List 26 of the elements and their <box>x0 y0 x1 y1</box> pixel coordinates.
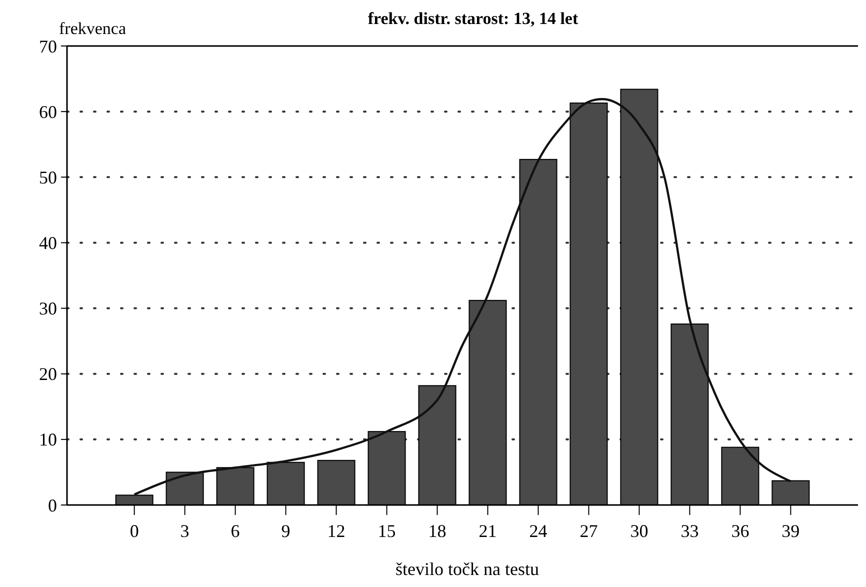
x-tick-label: 33 <box>680 521 699 541</box>
x-tick-label: 24 <box>529 521 548 541</box>
y-tick-label: 0 <box>48 495 57 516</box>
line-series <box>133 98 792 496</box>
x-tick-label: 6 <box>230 521 240 541</box>
x-tick-label: 30 <box>630 521 648 541</box>
x-tick-label: 36 <box>731 521 750 541</box>
x-tick-label: 9 <box>281 521 290 541</box>
y-tick-label: 10 <box>39 430 57 450</box>
chart-title: frekv. distr. starost: 13, 14 let <box>368 9 578 28</box>
x-tick-label: 39 <box>782 521 800 541</box>
y-tick-label: 20 <box>39 364 57 384</box>
x-tick-label: 18 <box>428 521 446 541</box>
x-tick-label: 12 <box>327 521 346 541</box>
x-tick-label: 15 <box>378 521 396 541</box>
y-tick-label: 60 <box>39 102 57 122</box>
x-tick-label: 3 <box>180 521 190 541</box>
y-axis-title: frekvenca <box>59 19 126 38</box>
y-tick-label: 30 <box>39 298 57 319</box>
y-tick-label: 50 <box>39 167 57 188</box>
y-tick-label: 40 <box>39 233 57 254</box>
x-tick-label: 0 <box>130 521 139 541</box>
x-tick-label: 21 <box>478 521 497 541</box>
x-axis-title: število točk na testu <box>396 559 539 579</box>
y-tick-label: 70 <box>39 36 57 56</box>
x-tick-label: 27 <box>580 521 598 541</box>
